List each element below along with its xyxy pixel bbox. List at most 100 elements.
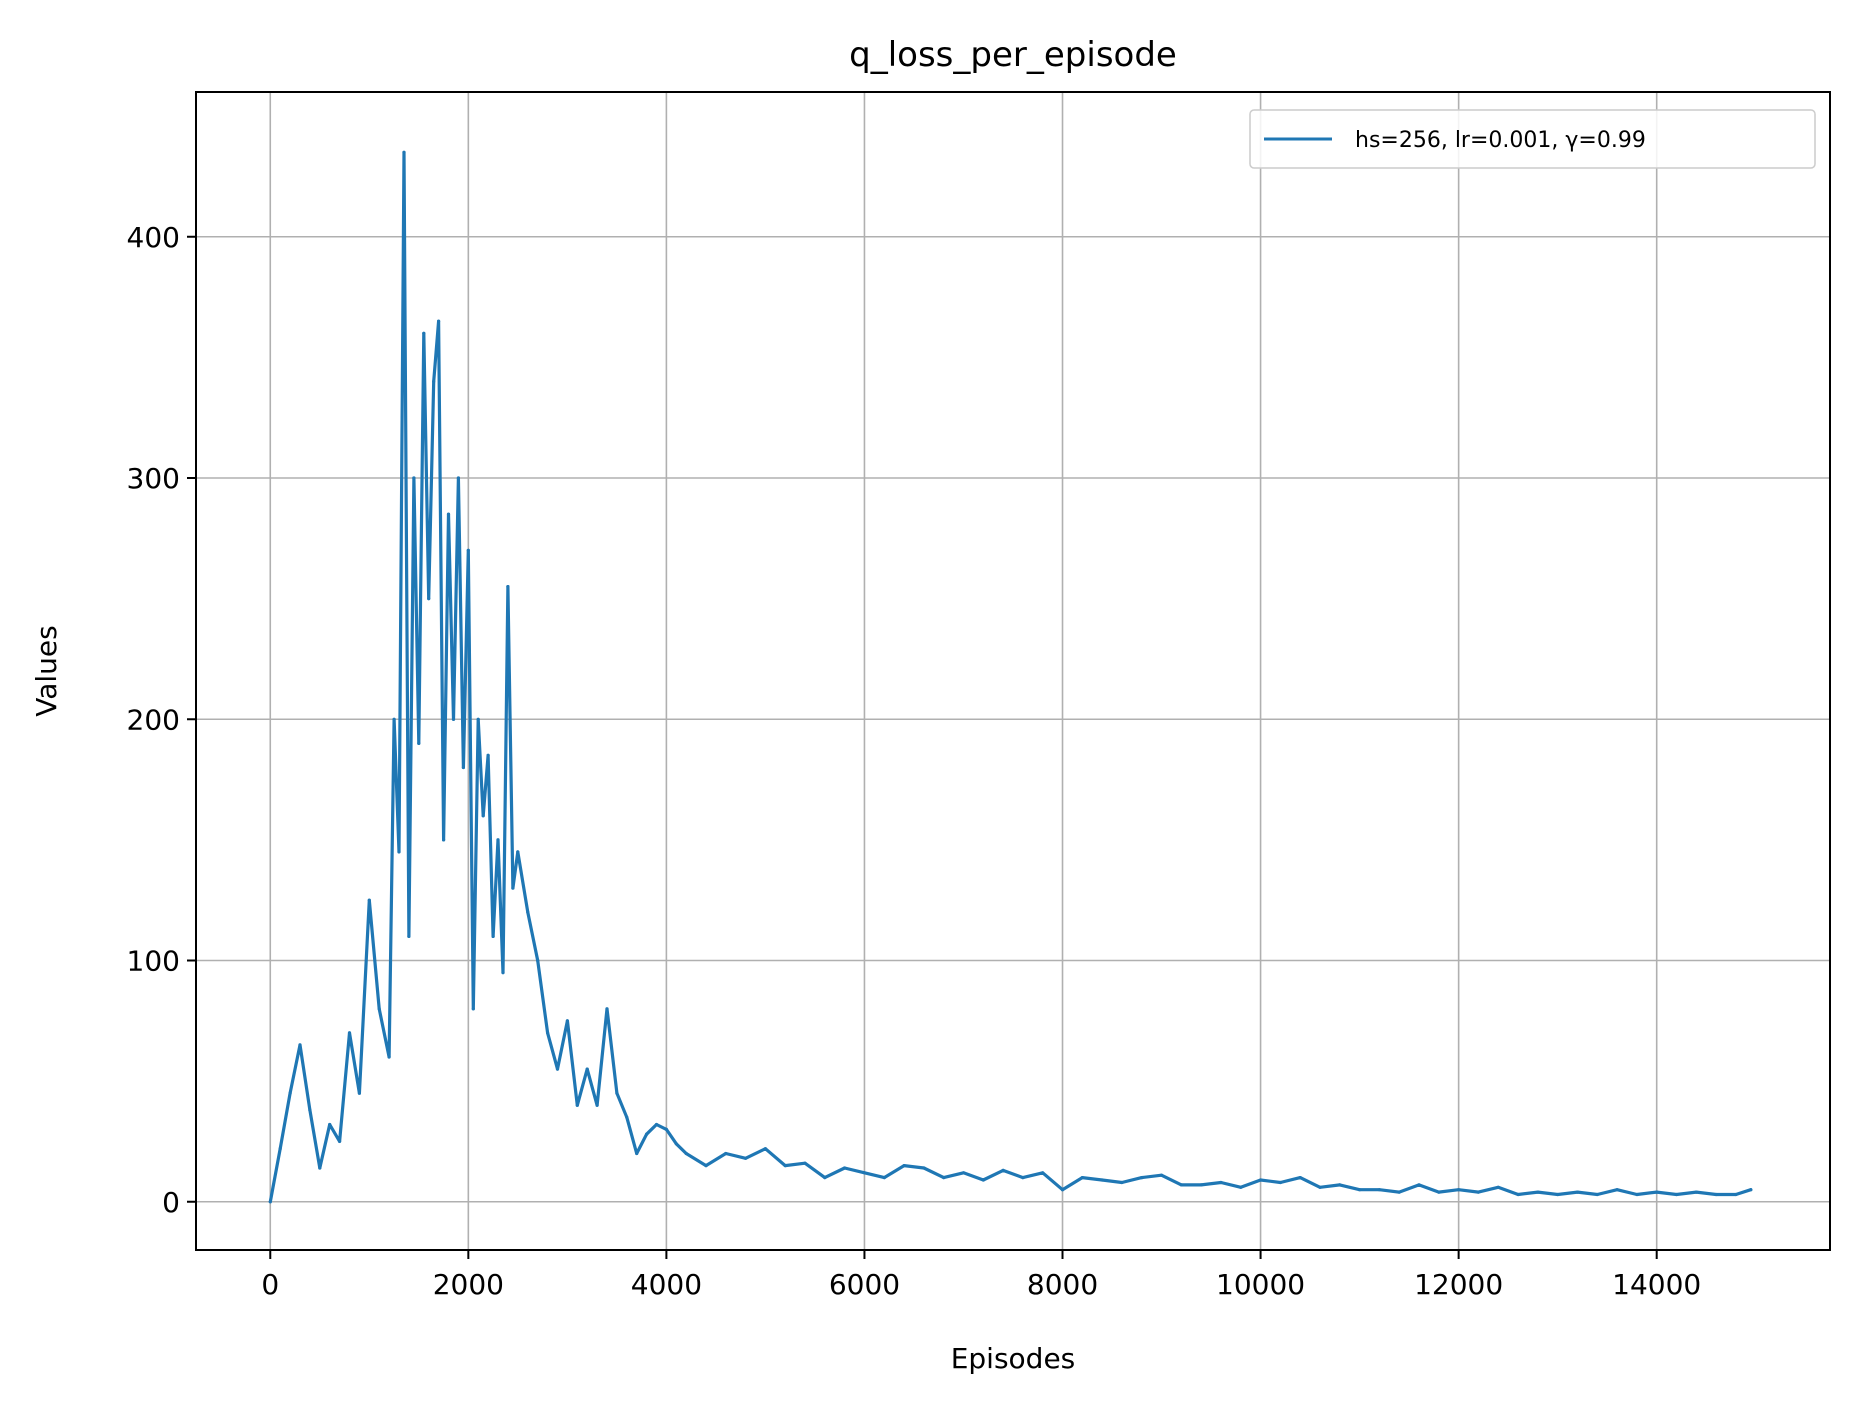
data-point <box>1140 1176 1144 1180</box>
x-tick-label: 2000 <box>433 1268 504 1301</box>
x-axis-title: Episodes <box>951 1342 1076 1375</box>
data-point <box>1199 1183 1203 1187</box>
data-point <box>1100 1178 1104 1182</box>
data-point <box>1674 1192 1679 1197</box>
data-point <box>407 934 411 939</box>
data-point <box>1655 1190 1659 1194</box>
data-point <box>526 910 530 914</box>
data-point <box>1397 1190 1401 1194</box>
x-tick-label: 6000 <box>829 1268 900 1301</box>
data-point <box>1457 1188 1461 1192</box>
data-point <box>1298 1176 1302 1180</box>
data-point <box>1516 1192 1520 1197</box>
data-point <box>1159 1173 1164 1177</box>
data-point <box>585 1067 589 1071</box>
data-point <box>402 150 406 154</box>
data-point <box>422 331 426 335</box>
data-point <box>546 1031 550 1035</box>
data-point <box>1496 1185 1500 1189</box>
data-point <box>625 1115 629 1119</box>
series-lines <box>268 150 1753 1204</box>
data-point <box>328 1122 332 1127</box>
legend-frame <box>1249 109 1816 169</box>
data-point <box>565 1019 570 1023</box>
data-point <box>615 1091 619 1095</box>
data-point <box>338 1139 342 1143</box>
data-point <box>1575 1190 1580 1194</box>
data-point <box>432 379 436 384</box>
data-point <box>1417 1183 1421 1187</box>
data-point <box>278 1147 282 1151</box>
data-point <box>451 717 456 721</box>
data-point <box>1556 1192 1560 1197</box>
data-point <box>417 741 421 746</box>
data-point <box>536 958 540 963</box>
data-point <box>664 1127 669 1131</box>
data-point <box>288 1091 292 1095</box>
data-point <box>783 1164 787 1168</box>
y-tick-label: 100 <box>127 945 180 978</box>
data-point <box>724 1151 728 1156</box>
data-point <box>605 1007 609 1011</box>
data-point <box>1377 1188 1381 1192</box>
data-point <box>555 1067 560 1071</box>
y-tick-label: 0 <box>162 1186 180 1219</box>
data-point <box>803 1161 807 1165</box>
x-axis: 0 2000 4000 6000 8000 10000 12000 14000 <box>261 1250 1701 1301</box>
data-point <box>1595 1192 1599 1197</box>
data-point <box>942 1176 946 1180</box>
data-point <box>1080 1176 1084 1180</box>
data-point <box>392 717 396 721</box>
data-point <box>1437 1190 1441 1194</box>
data-point <box>486 753 490 758</box>
data-point <box>427 597 431 601</box>
data-point <box>412 476 416 480</box>
data-point <box>922 1166 926 1170</box>
data-point <box>501 971 505 975</box>
data-point <box>496 838 500 842</box>
data-point <box>456 476 460 480</box>
x-tick-label: 0 <box>261 1268 279 1301</box>
legend: hs=256, lr=0.001, γ=0.99 <box>1249 109 1816 169</box>
y-tick-label: 300 <box>127 462 180 495</box>
data-point <box>506 585 510 589</box>
data-point <box>635 1151 639 1156</box>
data-point <box>1041 1171 1045 1175</box>
data-point <box>1259 1178 1263 1182</box>
data-point <box>318 1166 322 1170</box>
data-point <box>511 886 515 890</box>
data-point <box>961 1171 966 1175</box>
data-point <box>442 838 446 842</box>
data-point <box>387 1055 391 1059</box>
data-point <box>1694 1190 1698 1194</box>
data-point <box>981 1178 985 1182</box>
legend-label: hs=256, lr=0.001, γ=0.99 <box>1355 128 1646 153</box>
data-point <box>1318 1185 1322 1189</box>
chart-title: q_loss_per_episode <box>849 35 1177 75</box>
data-point <box>1615 1188 1619 1192</box>
data-point <box>654 1122 659 1127</box>
data-point <box>674 1142 678 1146</box>
data-point <box>446 512 451 516</box>
y-tick-label: 200 <box>127 703 180 736</box>
x-tick-label: 8000 <box>1027 1268 1098 1301</box>
data-point <box>377 1007 381 1011</box>
data-point <box>1179 1183 1183 1187</box>
data-point <box>268 1200 272 1204</box>
y-axis: 0 100 200 300 400 <box>127 221 196 1219</box>
data-point <box>1476 1190 1480 1194</box>
data-point <box>367 898 371 902</box>
data-point <box>902 1164 906 1168</box>
data-point <box>476 717 480 721</box>
data-point <box>763 1147 768 1151</box>
data-point <box>1358 1188 1362 1192</box>
data-point <box>516 850 520 854</box>
x-tick-label: 4000 <box>631 1268 702 1301</box>
data-point <box>308 1108 312 1112</box>
data-point <box>1278 1180 1282 1185</box>
data-point <box>461 765 465 770</box>
data-point <box>298 1043 302 1047</box>
data-point <box>595 1103 599 1107</box>
data-point <box>1060 1188 1065 1192</box>
data-point <box>357 1091 361 1095</box>
